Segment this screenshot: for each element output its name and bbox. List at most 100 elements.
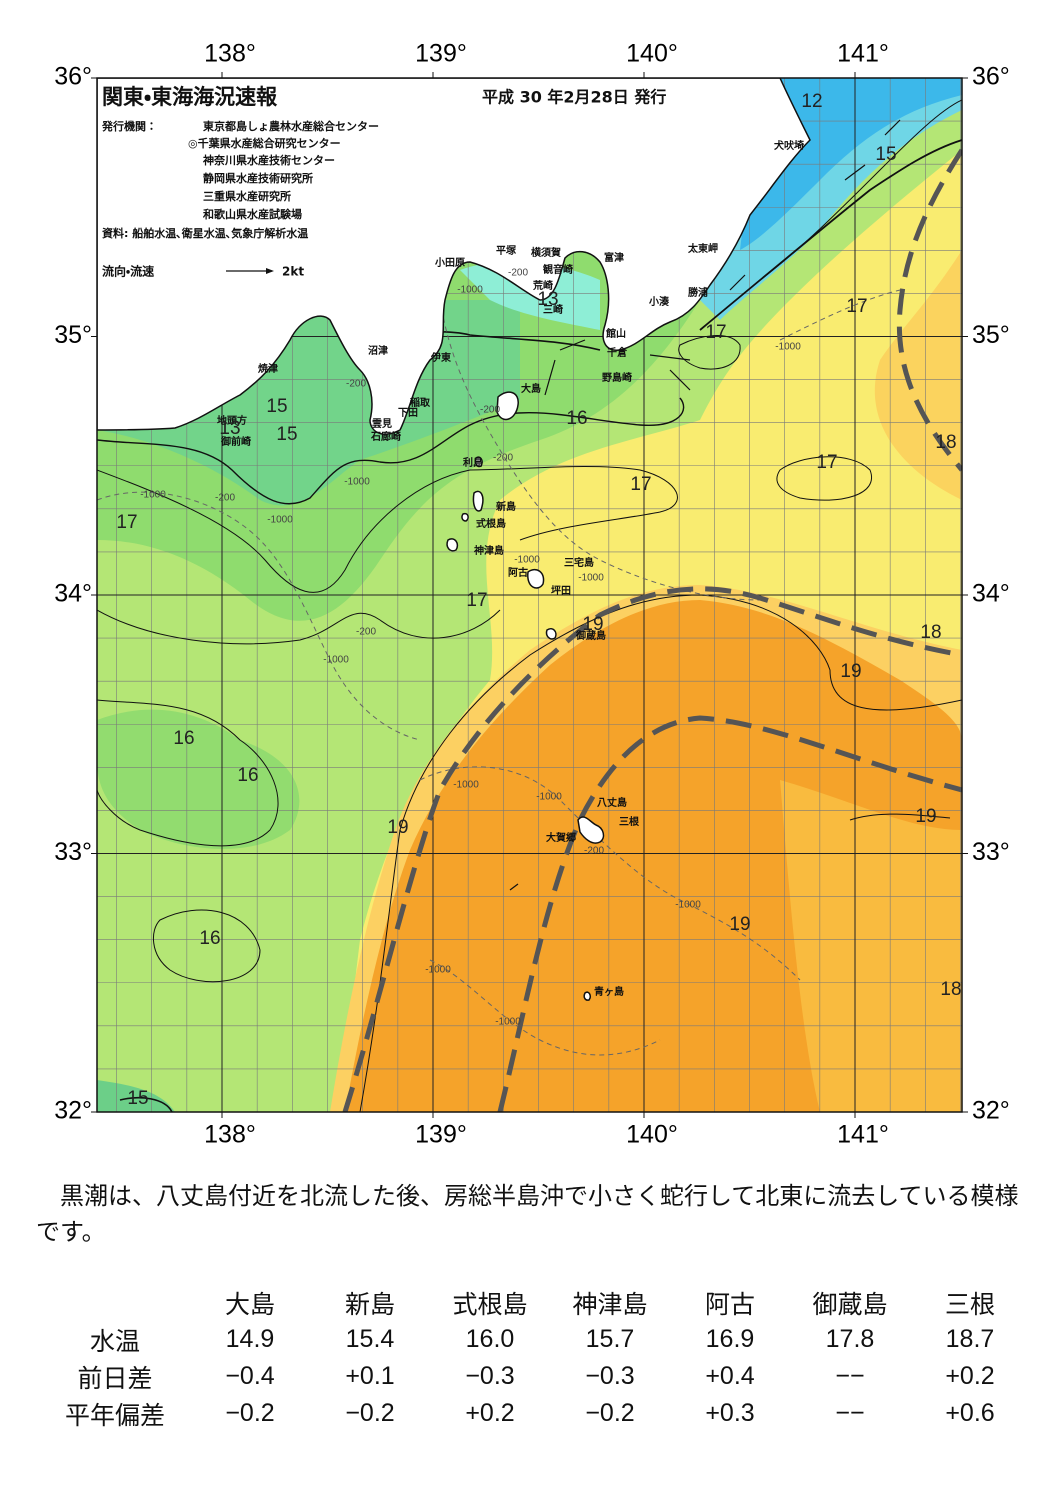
current-arrow (729, 274, 746, 291)
current-arrows (509, 119, 901, 891)
lat-label: 36° (972, 63, 1010, 91)
table-cell: 14.9 (225, 1325, 275, 1353)
current-arrow (844, 164, 866, 181)
isotherm (699, 139, 962, 331)
isotherm-label: 16 (199, 928, 220, 949)
depth-label: -200 (493, 453, 513, 464)
current-arrow (544, 359, 556, 396)
kuroshio-axis (342, 586, 962, 1112)
island (577, 816, 605, 844)
depth-labels: -1000 -200 -1000 -200 -200 -200 -1000 -2… (140, 268, 801, 1028)
column-header: 神津島 (572, 1289, 648, 1319)
isotherm-label: 13 (219, 418, 240, 439)
depth-contour (429, 959, 661, 1056)
place-name: 大賀郷 (546, 831, 576, 844)
isotherm-label: 19 (387, 817, 408, 838)
place-name: 大島 (521, 382, 541, 395)
table-cell: −0.3 (585, 1362, 635, 1390)
table-cell: +0.3 (705, 1399, 755, 1427)
place-name: 沼津 (368, 344, 388, 357)
table-cell: −0.4 (225, 1362, 275, 1390)
grid (97, 78, 962, 1112)
depth-contour (439, 299, 761, 601)
place-name: 青ヶ島 (594, 985, 624, 998)
place-names: 小田原 平塚 横須賀 観音崎 富津 荒崎 三崎 館山 千倉 野島崎 小湊 勝浦 … (217, 139, 804, 998)
isotherm-label: 17 (116, 512, 137, 533)
map-title: 関東・東海海況速報 (102, 85, 278, 109)
kuroshio-axis (896, 148, 962, 472)
current-arrow (669, 369, 691, 391)
depth-label: -1000 (675, 900, 701, 911)
depth-label: -200 (480, 405, 500, 416)
depth-label: -1000 (425, 965, 451, 976)
lon-label: 139° (415, 1121, 467, 1149)
isotherm-label: 16 (566, 408, 587, 429)
kuroshio-axis (497, 715, 962, 1112)
place-name: 雲見 (372, 418, 392, 430)
isotherm-label: 18 (935, 432, 956, 453)
publisher: 神奈川県水産技術センター (202, 153, 335, 167)
island (527, 568, 545, 589)
axes: 138° 138° 139° 139° 140° 140° 141° 141° 36° 36° 35… (54, 40, 1010, 1149)
depth-label: -1000 (578, 573, 604, 584)
table-cell: 17.8 (825, 1325, 875, 1353)
row-header: 平年偏差 (64, 1400, 165, 1430)
isotherm (759, 99, 962, 281)
depth-label: -200 (356, 627, 376, 638)
lat-label: 33° (54, 838, 92, 866)
sea-condition-map: 138° 138° 139° 139° 140° 140° 141° 141° 36° 36° 35… (54, 40, 1010, 1149)
isotherm (849, 813, 951, 821)
table-row: 水温 14.9 15.4 16.0 15.7 16.9 17.8 18.7 (40, 1321, 1030, 1358)
isotherm (152, 909, 261, 983)
isotherm-label: 17 (816, 452, 837, 473)
lat-label: 32° (972, 1097, 1010, 1125)
header-row: 大島 新島 式根島 神津島 阿古 御蔵島 三根 (40, 1284, 1030, 1321)
place-name: 伊東 (430, 351, 451, 364)
corner-cell (40, 1284, 190, 1321)
table-cell: 15.7 (585, 1325, 635, 1353)
place-name: 焼津 (258, 362, 278, 375)
isotherm-label: 19 (840, 661, 861, 682)
lon-label: 140° (626, 1121, 678, 1149)
place-name: 式根島 (476, 517, 506, 530)
place-name: 千倉 (607, 346, 628, 359)
place-name: 地頭方 (217, 414, 247, 427)
depth-label: -1000 (140, 490, 166, 501)
table-cell: −− (835, 1399, 865, 1427)
depth-label: -1000 (323, 655, 349, 666)
isotherm-label: 18 (920, 622, 941, 643)
kuroshio-water (780, 780, 962, 1112)
place-name: 横須賀 (531, 246, 561, 259)
isotherm-label: 17 (630, 474, 651, 495)
lat-label: 34° (972, 580, 1010, 608)
row-header: 水温 (89, 1326, 140, 1356)
legend-arrow (266, 268, 274, 274)
place-name: 坪田 (551, 584, 571, 597)
island (545, 627, 557, 640)
cool-water (97, 709, 300, 849)
legend-speed: 2kt (282, 265, 304, 279)
column-header: 阿古 (704, 1289, 755, 1319)
table-cell: +0.6 (945, 1399, 995, 1427)
place-name: 平塚 (496, 244, 517, 257)
place-name: 勝浦 (688, 286, 708, 299)
island (472, 490, 484, 512)
place-name: 富津 (604, 251, 624, 264)
table-row: 平年偏差 −0.2 −0.2 +0.2 −0.2 +0.3 −− +0.6 (40, 1395, 1030, 1432)
isotherm (678, 335, 741, 370)
isotherm-labels: 12 15 13 17 17 15 15 13 16 18 17 17 17 1… (116, 91, 961, 1109)
contours (97, 99, 962, 1112)
table-cell: −0.2 (225, 1399, 275, 1427)
depth-label: -1000 (344, 477, 370, 488)
row-header: 前日差 (77, 1363, 153, 1393)
table-cell: −− (835, 1362, 865, 1390)
table-cell: +0.4 (705, 1362, 755, 1390)
island (583, 991, 591, 1001)
legend-label: 流向・流速 (102, 264, 154, 279)
place-name: 稲取 (410, 396, 431, 409)
lon-label: 138° (204, 40, 256, 68)
isotherm-label: 16 (173, 728, 194, 749)
place-name: 館山 (605, 327, 626, 340)
place-name: 御前崎 (220, 435, 251, 448)
isotherm-label: 18 (940, 979, 961, 1000)
